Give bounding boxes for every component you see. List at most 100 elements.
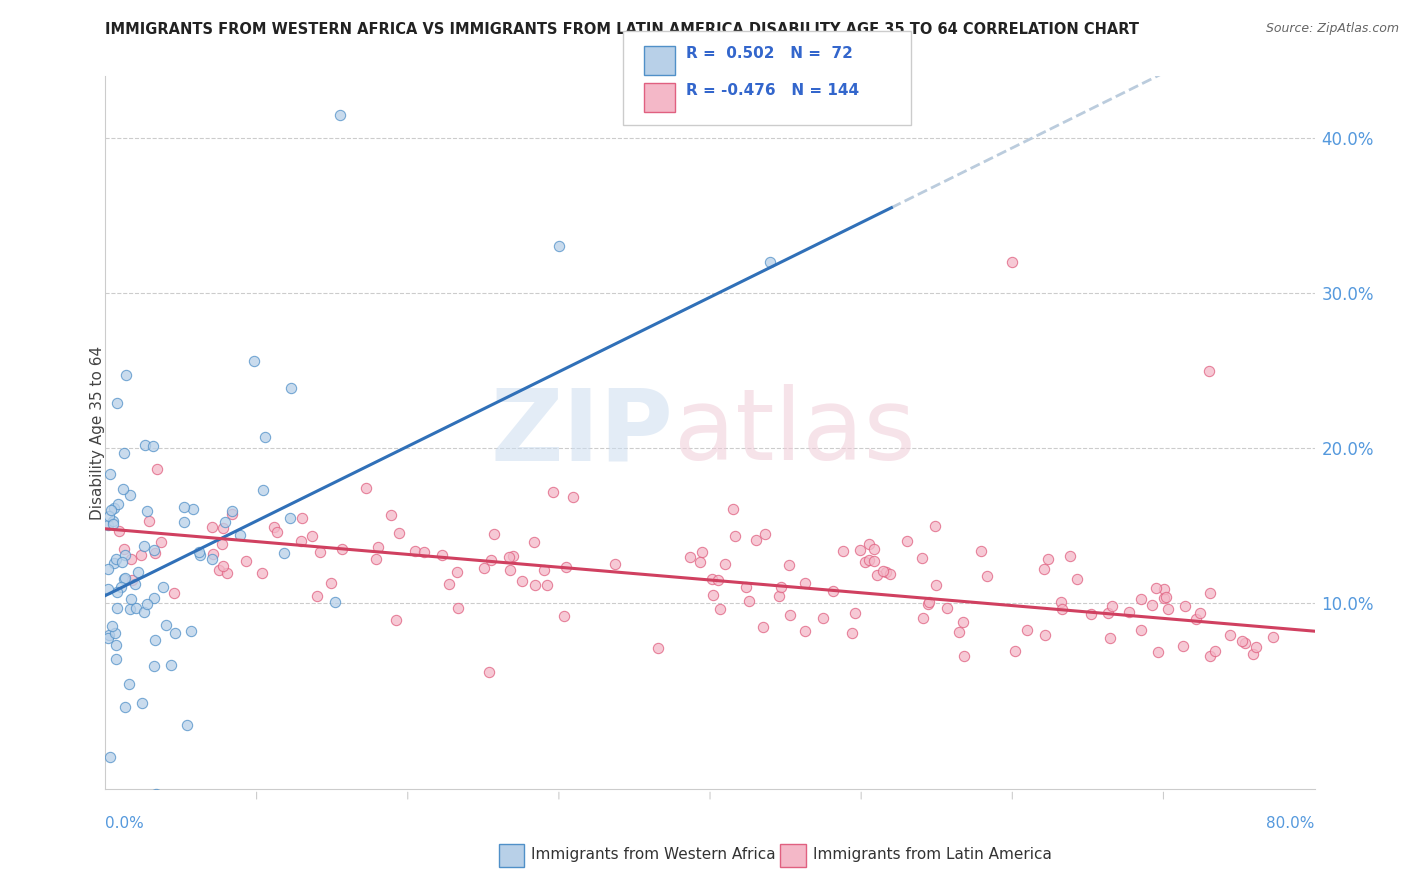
Point: [510, 574, 533, 588]
Point: [1241, 647, 1264, 661]
Point: [1050, 602, 1073, 616]
Point: [936, 600, 959, 615]
Point: [100, 503, 122, 517]
Point: [769, 580, 792, 594]
Point: [104, 626, 127, 640]
Point: [853, 556, 876, 570]
Point: [479, 553, 502, 567]
Point: [553, 608, 575, 623]
Point: [1153, 591, 1175, 606]
Point: [145, 787, 167, 801]
Point: [404, 544, 426, 558]
Point: [131, 696, 153, 710]
Point: [1050, 595, 1073, 609]
Point: [110, 580, 132, 594]
Point: [768, 590, 790, 604]
Point: [970, 543, 993, 558]
Point: [700, 572, 723, 586]
Point: [114, 548, 136, 562]
Point: [98, 749, 121, 764]
Point: [301, 528, 323, 542]
Point: [1198, 363, 1220, 377]
Point: [707, 574, 730, 588]
Point: [273, 546, 295, 560]
Point: [690, 545, 713, 559]
Point: [112, 572, 135, 586]
Point: [135, 504, 157, 518]
Point: [858, 553, 880, 567]
Point: [555, 560, 578, 574]
Point: [173, 515, 195, 529]
Point: [911, 551, 934, 566]
Point: [201, 552, 224, 566]
Point: [97, 582, 120, 596]
Point: [478, 665, 501, 679]
Point: [1080, 607, 1102, 622]
Point: [145, 462, 167, 476]
Text: 80.0%: 80.0%: [1267, 816, 1315, 831]
Point: [863, 554, 886, 568]
Point: [250, 566, 273, 580]
Point: [1015, 624, 1038, 638]
Point: [502, 549, 524, 564]
Point: [1189, 606, 1212, 620]
Point: [1036, 552, 1059, 566]
Point: [737, 594, 759, 608]
Point: [745, 533, 768, 548]
Point: [165, 625, 187, 640]
Point: [863, 542, 886, 557]
Point: [180, 624, 202, 638]
Point: [114, 699, 136, 714]
Point: [323, 595, 346, 609]
Point: [735, 580, 758, 594]
Point: [201, 547, 224, 561]
Point: [647, 641, 669, 656]
Point: [212, 559, 235, 574]
Point: [848, 543, 870, 558]
Text: IMMIGRANTS FROM WESTERN AFRICA VS IMMIGRANTS FROM LATIN AMERICA DISABILITY AGE 3: IMMIGRANTS FROM WESTERN AFRICA VS IMMIGR…: [105, 22, 1139, 37]
Point: [105, 638, 128, 652]
Point: [263, 520, 285, 534]
Point: [925, 578, 948, 592]
Point: [132, 539, 155, 553]
Point: [917, 597, 939, 611]
Point: [103, 500, 125, 515]
Point: [115, 368, 138, 382]
Point: [252, 483, 274, 497]
Text: Immigrants from Latin America: Immigrants from Latin America: [813, 847, 1052, 862]
Point: [120, 552, 142, 566]
Point: [200, 520, 222, 534]
Point: [1185, 612, 1208, 626]
Point: [142, 439, 165, 453]
Point: [523, 534, 546, 549]
Point: [541, 485, 564, 500]
Point: [103, 515, 125, 529]
Point: [872, 565, 894, 579]
Point: [134, 605, 156, 619]
Point: [162, 586, 184, 600]
Point: [823, 584, 845, 599]
Point: [105, 552, 128, 566]
Point: [97, 632, 120, 646]
Point: [142, 542, 165, 557]
Point: [173, 500, 195, 514]
Point: [188, 548, 211, 562]
Point: [330, 542, 353, 557]
Point: [307, 589, 329, 603]
Point: [108, 524, 131, 538]
Point: [138, 514, 160, 528]
Point: [752, 620, 775, 634]
Point: [1234, 635, 1257, 649]
Point: [1129, 591, 1152, 606]
Point: [879, 567, 901, 582]
Point: [124, 576, 146, 591]
Point: [536, 578, 558, 592]
Point: [1230, 634, 1253, 648]
Text: ZIP: ZIP: [491, 384, 673, 481]
Point: [103, 556, 125, 570]
Point: [112, 446, 135, 460]
Y-axis label: Disability Age 35 to 64: Disability Age 35 to 64: [90, 345, 104, 520]
Point: [723, 502, 745, 516]
Point: [831, 544, 853, 558]
Point: [278, 511, 301, 525]
